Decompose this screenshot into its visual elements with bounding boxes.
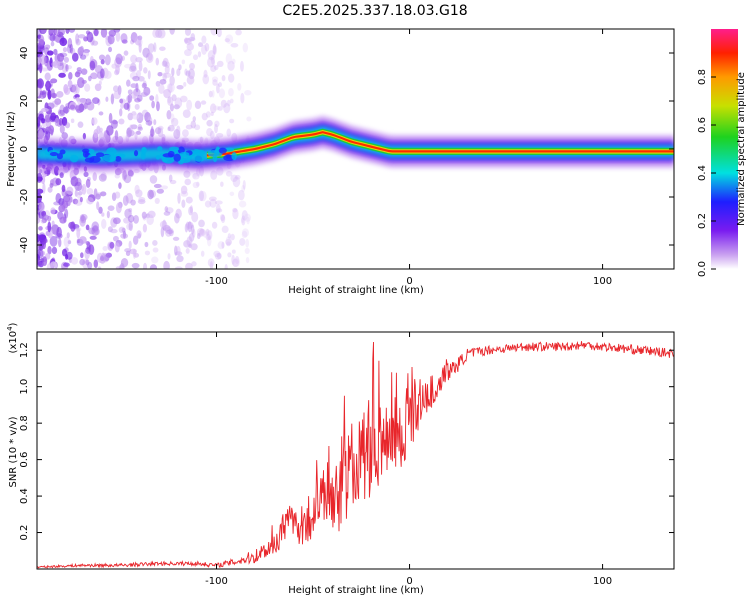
ridge-blob (231, 152, 237, 161)
y-tick-label: 0.2 (19, 525, 30, 541)
ridge-blob (157, 146, 163, 151)
ridge-blob (218, 147, 227, 154)
y-tick-label: 0 (19, 146, 30, 152)
ridge-blob (106, 147, 117, 156)
colorbar-tick-label: 0.0 (697, 261, 708, 277)
spectrogram-y-label: Frequency (Hz) (6, 111, 17, 187)
spectrogram-noise (37, 29, 252, 269)
snr-line (37, 341, 674, 569)
y-tick-label: 0.8 (19, 415, 30, 431)
y-tick-label: 1.2 (19, 342, 30, 358)
ridge-blob (69, 154, 79, 163)
snr-frame (36, 331, 675, 570)
y-tick-label: 0.4 (19, 488, 30, 504)
x-tick-label: -100 (205, 276, 228, 287)
ridge-blob (155, 154, 160, 160)
figure-title: C2E5.2025.337.18.03.G18 (282, 3, 467, 19)
ridge-band (206, 131, 674, 157)
ridge-blob (82, 148, 90, 154)
ridge-blob (169, 146, 180, 152)
ridge-blob (193, 154, 205, 162)
snr-multiplier: (x104) (6, 322, 19, 353)
snr-x-label: Height of straight line (km) (288, 585, 424, 596)
x-tick-label: 0 (406, 576, 412, 587)
ridge-blob (167, 150, 175, 158)
ridge-blob (56, 153, 63, 160)
colorbar: 0.0 0.2 0.4 0.6 0.8 Normalized spectral ampl… (697, 29, 747, 277)
snr-y-ticks: 0.2 0.4 0.6 0.8 1.0 1.2 (19, 342, 674, 540)
x-tick-label: 0 (406, 276, 412, 287)
x-tick-label: 100 (593, 576, 612, 587)
y-tick-label: -20 (19, 189, 30, 205)
ridge-blob (140, 151, 146, 160)
ridge-blob (225, 154, 232, 159)
ridge-blob (134, 150, 139, 157)
ridge-blob (49, 152, 58, 157)
colorbar-tick-label: 0.4 (697, 165, 708, 181)
spectrogram-x-ticks: -100 0 100 (205, 29, 612, 287)
snr-panel: -100 0 100 0.2 0.4 0.6 0.8 1.0 1.2 Height of st… (6, 322, 675, 596)
colorbar-tick-label: 0.6 (697, 117, 708, 133)
ridge-blob (207, 150, 219, 158)
ridge-blob (89, 155, 101, 163)
ridge-blob (194, 149, 206, 156)
colorbar-label: Normalized spectral amplitude (736, 72, 747, 226)
ridge-blob (95, 152, 105, 158)
ridge-blob (141, 146, 147, 154)
snr-multiplier-base: (x10 (8, 331, 19, 354)
x-tick-label: 100 (593, 276, 612, 287)
colorbar-ticks: 0.0 0.2 0.4 0.6 0.8 (697, 69, 716, 277)
y-tick-label: 0.6 (19, 452, 30, 468)
snr-x-ticks: -100 0 100 (205, 332, 612, 587)
ridge-blob (109, 155, 117, 162)
svg-text:(x104): (x104) (6, 322, 19, 353)
spectrogram-y-ticks: 40 20 0 -20 -40 (19, 47, 674, 253)
spectrogram-heatmap (37, 29, 674, 269)
spectrogram-panel: -100 0 100 40 20 0 -20 -40 Height of straight … (6, 28, 675, 296)
spectrogram-ridge (37, 115, 674, 173)
snr-multiplier-exp: 4 (6, 326, 14, 331)
y-tick-label: 1.0 (19, 379, 30, 395)
x-tick-label: -100 (205, 576, 228, 587)
ridge-blob (173, 153, 181, 162)
colorbar-tick-label: 0.8 (697, 69, 708, 85)
colorbar-gradient (711, 29, 738, 269)
snr-y-label: SNR (10 * v/v) (8, 416, 19, 487)
ridge-blob (59, 149, 66, 155)
y-tick-label: 40 (19, 47, 30, 60)
colorbar-tick-label: 0.2 (697, 213, 708, 229)
ridge-blob (115, 156, 122, 162)
ridge-blob (179, 158, 191, 163)
ridge-blob (179, 151, 190, 157)
ridge-blob (162, 155, 175, 164)
y-tick-label: 20 (19, 95, 30, 108)
spectrogram-x-label: Height of straight line (km) (288, 285, 424, 296)
y-tick-label: -40 (19, 237, 30, 253)
